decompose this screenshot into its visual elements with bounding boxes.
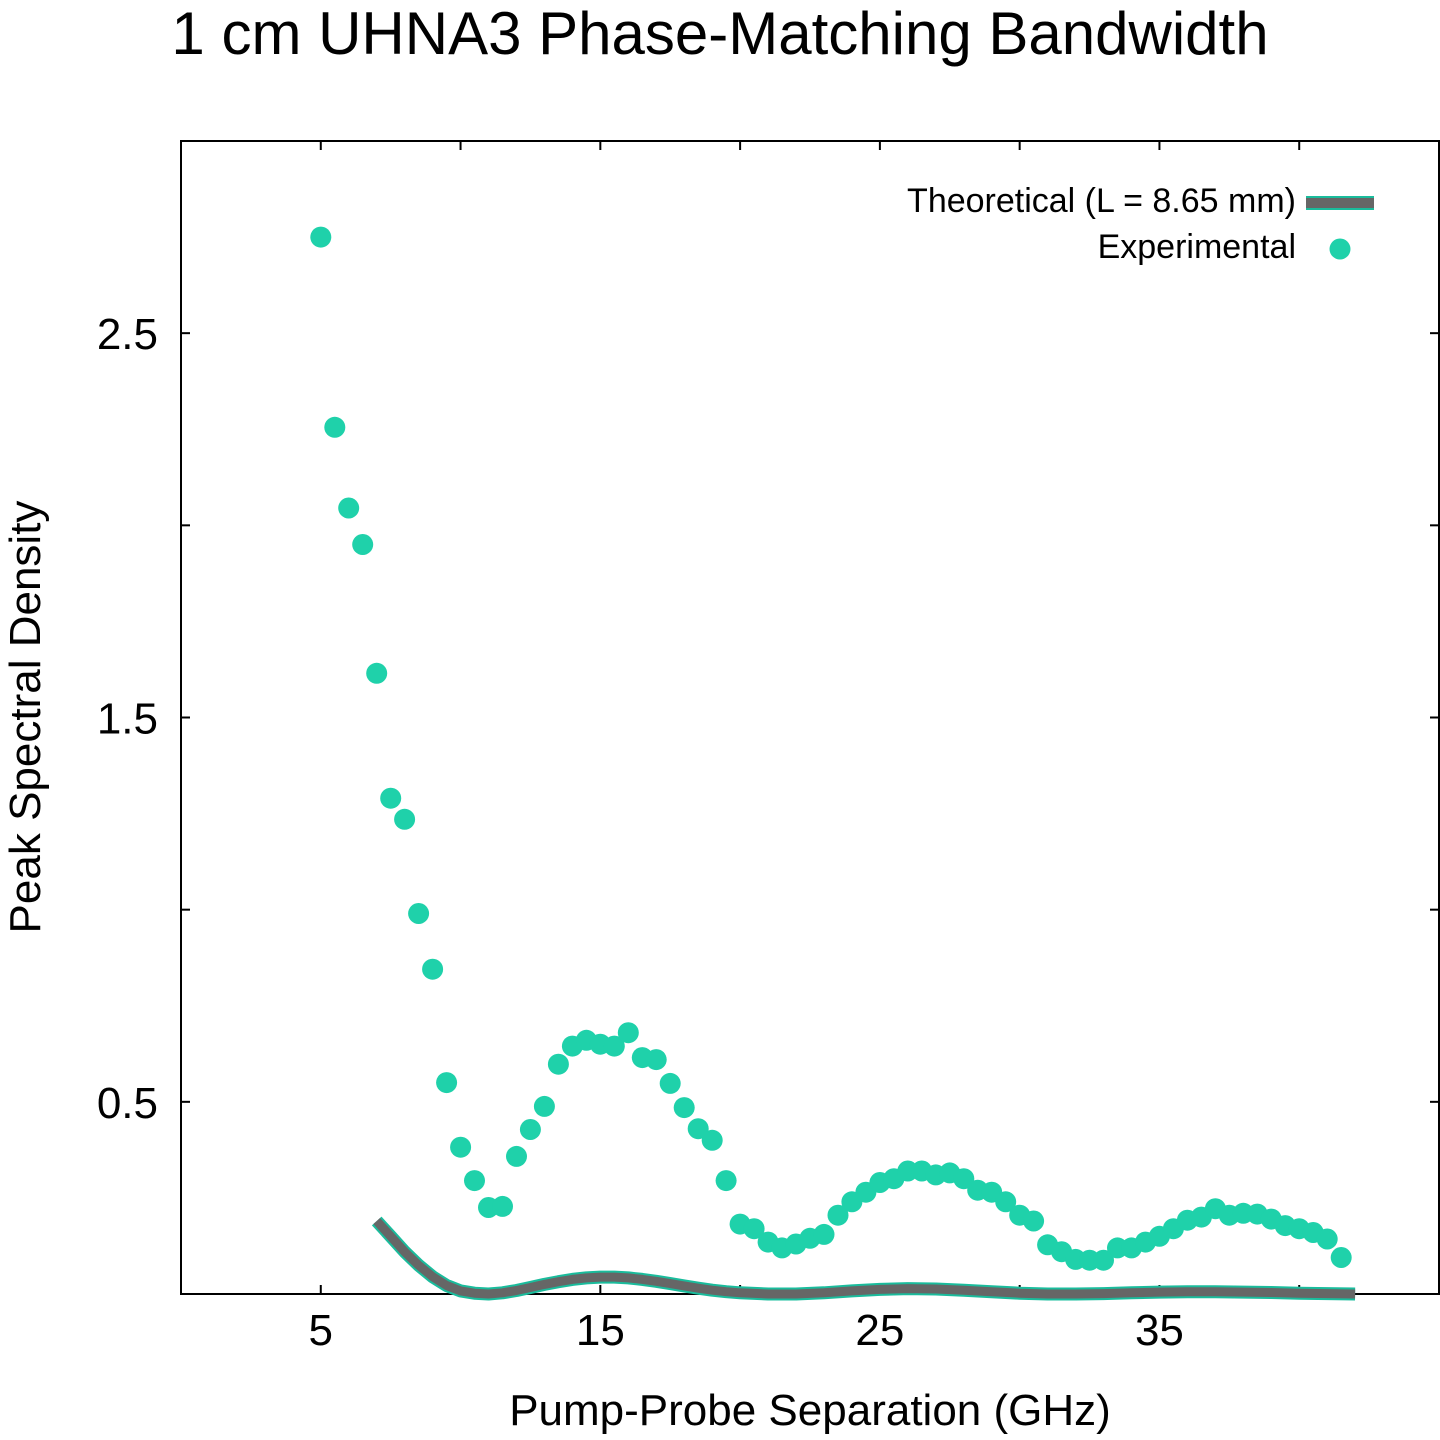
experimental-point <box>352 534 374 555</box>
experimental-point <box>450 1136 472 1158</box>
experimental-point <box>1093 1249 1114 1271</box>
experimental-point <box>324 416 346 438</box>
experimental-point <box>519 1119 541 1140</box>
legend-label: Experimental <box>1098 228 1296 266</box>
experimental-point <box>687 1118 709 1140</box>
experimental-point <box>673 1097 695 1119</box>
experimental-point <box>645 1049 667 1071</box>
experimental-point <box>464 1170 485 1192</box>
experimental-point <box>422 958 444 980</box>
x-tick-label: 15 <box>576 1306 625 1355</box>
legend-label: Theoretical (L = 8.65 mm) <box>907 182 1296 220</box>
y-axis: 0.5 1.5 2.5 <box>97 310 1439 1128</box>
x-axis: 5 15 25 35 <box>309 141 1301 1355</box>
experimental-point <box>603 1035 625 1057</box>
experimental-point <box>380 787 402 809</box>
experimental-point <box>715 1170 737 1192</box>
experimental-point <box>394 808 416 830</box>
experimental-point <box>366 662 388 684</box>
experimental-point <box>701 1129 723 1151</box>
experimental-point <box>743 1218 765 1240</box>
x-tick-label: 25 <box>855 1306 904 1355</box>
experimental-point <box>813 1223 835 1245</box>
experimental-point <box>1330 1247 1352 1268</box>
legend-point-swatch <box>1329 238 1351 260</box>
y-tick-label: 1.5 <box>97 695 158 744</box>
theoretical-line-edge <box>371 1216 1356 1301</box>
experimental-point <box>659 1072 681 1094</box>
experimental-point <box>506 1145 527 1167</box>
x-axis-label: Pump-Probe Separation (GHz) <box>509 1386 1111 1435</box>
experimental-point <box>338 497 360 519</box>
theoretical-line <box>373 1217 1356 1299</box>
experimental-point <box>1316 1228 1338 1250</box>
y-tick-label: 0.5 <box>97 1079 158 1128</box>
x-tick-label: 35 <box>1135 1306 1184 1355</box>
experimental-point <box>436 1072 458 1094</box>
experimental-point <box>1023 1210 1045 1232</box>
experimental-point <box>953 1168 975 1190</box>
experimental-point <box>310 226 332 248</box>
experimental-point <box>995 1191 1017 1213</box>
plot-frame <box>180 140 1440 1295</box>
x-tick-label: 5 <box>309 1306 333 1355</box>
experimental-point <box>617 1022 639 1044</box>
experimental-point <box>827 1204 849 1226</box>
experimental-point <box>408 903 430 924</box>
chart-title: 1 cm UHNA3 Phase-Matching Bandwidth <box>171 0 1268 67</box>
experimental-point <box>492 1195 513 1217</box>
experimental-point <box>533 1095 555 1117</box>
y-tick-label: 2.5 <box>97 310 158 359</box>
legend: Theoretical (L = 8.65 mm) Experimental <box>907 182 1374 266</box>
series-layer <box>310 226 1356 1301</box>
y-axis-label: Peak Spectral Density <box>1 501 50 934</box>
experimental-point <box>547 1053 569 1075</box>
